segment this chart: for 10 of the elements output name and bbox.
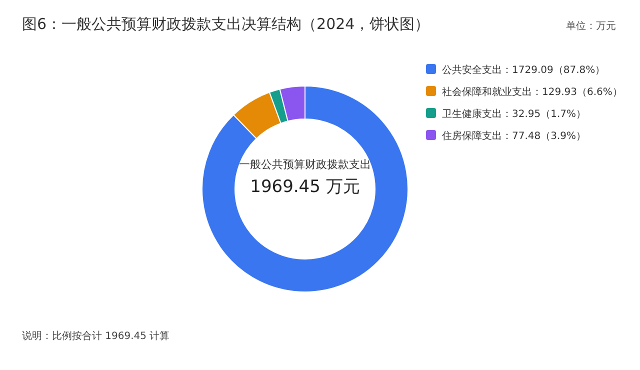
donut-slice	[202, 86, 408, 292]
chart-title: 图6：一般公共预算财政拨款支出决算结构（2024，饼状图）	[22, 15, 430, 33]
text: 说明：比例按合计 1969.45 计算	[22, 330, 170, 342]
text: 一般公共预算财政拨款支出	[239, 158, 371, 171]
legend-label: 卫生健康支出：32.95（1.7%）	[442, 108, 586, 120]
legend-label: 住房保障支出：77.48（3.9%）	[442, 130, 586, 142]
text: 单位：万元	[566, 20, 616, 32]
legend-label: 社会保障和就业支出：129.93（6.6%）	[442, 86, 622, 98]
text: 1969.45 万元	[250, 177, 360, 197]
legend-label: 公共安全支出：1729.09（87.8%）	[442, 64, 606, 76]
